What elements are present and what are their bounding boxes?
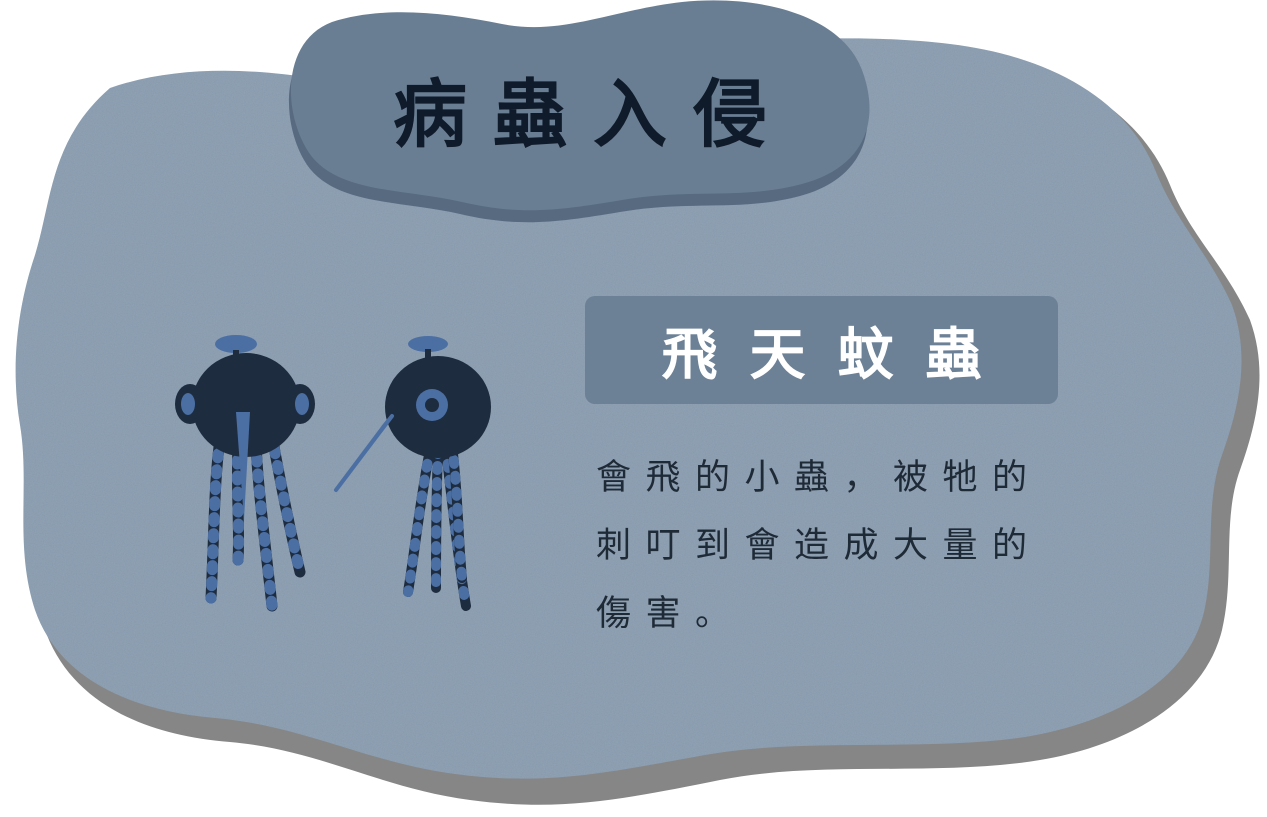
title-plate: [290, 0, 870, 211]
creature-description: 會飛的小蟲，被牠的 刺叮到會造成大量的 傷害。: [596, 444, 1056, 648]
description-line: 會飛的小蟲，被牠的: [596, 458, 1042, 498]
page-title: 病蟲入侵: [393, 71, 793, 158]
creature-name-banner: 飛天蚊蟲: [585, 296, 1058, 404]
mosquito-front-icon: [175, 335, 315, 612]
description-line: 傷害。: [596, 594, 745, 634]
mosquito-side-icon: [334, 336, 491, 611]
description-line: 刺叮到會造成大量的: [596, 526, 1042, 566]
card-texture: [15, 38, 1242, 779]
creature-name: 飛天蚊蟲: [661, 322, 1014, 388]
